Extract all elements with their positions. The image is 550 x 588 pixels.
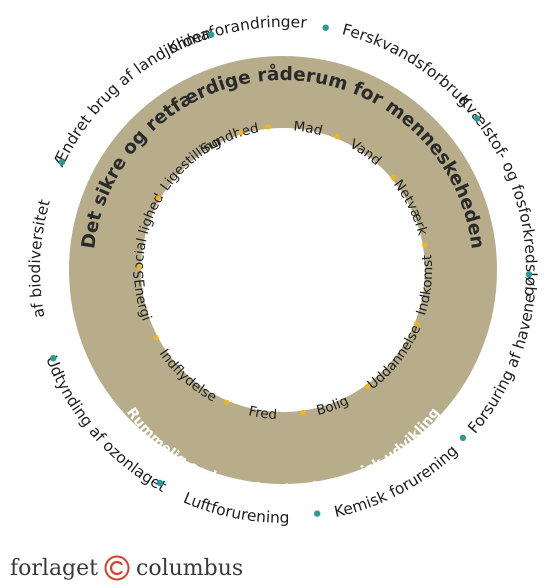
outer-separator-dot: [314, 510, 321, 517]
inner-separator-dot: [155, 195, 162, 201]
copyright-icon: [104, 555, 130, 581]
outer-separator-dot: [525, 271, 533, 278]
inner-separator-dot: [413, 321, 420, 327]
outer-separator-dot: [322, 24, 329, 31]
outer-separator-dot: [58, 159, 66, 166]
logo-text-left: forlaget: [10, 555, 98, 581]
logo-text-right: columbus: [136, 555, 244, 581]
inner-separator-dot: [390, 174, 397, 181]
planetary-boundary-label: Tab af biodiversitet: [0, 0, 54, 319]
outer-separator-dot: [459, 434, 467, 441]
outer-ring-annulus: [69, 56, 497, 484]
inner-separator-dot: [422, 242, 428, 248]
outer-separator-dot: [473, 115, 481, 122]
social-foundation-label: Mad: [293, 118, 324, 139]
inner-separator-dot: [300, 409, 306, 416]
inner-separator-dot: [334, 133, 340, 140]
outer-separator-dot: [156, 479, 164, 487]
outer-separator-dot: [50, 355, 57, 362]
publisher-logo: forlaget columbus: [10, 553, 243, 583]
outer-separator-dot: [207, 31, 215, 38]
inner-separator-dot: [364, 383, 371, 390]
ring-band: [69, 56, 497, 484]
inner-separator-dot: [265, 124, 271, 130]
inner-separator-dot: [136, 264, 142, 271]
inner-separator-dot: [223, 399, 230, 406]
social-foundation-label: Fred: [247, 403, 277, 423]
inner-separator-dot: [153, 334, 159, 341]
inner-separator-dot: [238, 129, 244, 136]
